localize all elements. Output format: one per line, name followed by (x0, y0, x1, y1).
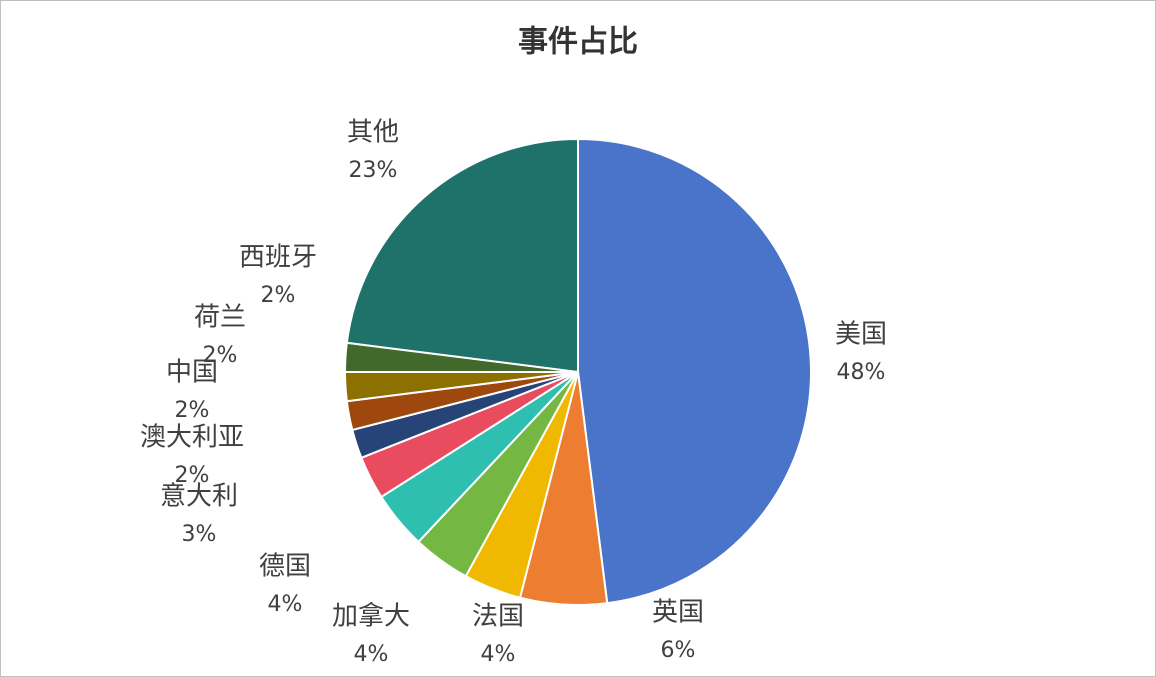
slice-value-label: 6% (661, 638, 696, 663)
slice-label: 中国 (166, 358, 218, 388)
slice-label: 澳大利亚 (140, 423, 244, 453)
chart-title: 事件占比 (518, 25, 638, 60)
slice-label: 英国 (652, 598, 704, 628)
slice-label: 加拿大 (332, 602, 410, 632)
slice-label: 其他 (347, 118, 399, 148)
slice-value-label: 2% (261, 283, 296, 308)
slice-value-label: 3% (182, 522, 217, 547)
slice-value-label: 2% (203, 343, 238, 368)
slice-value-label: 2% (175, 463, 210, 488)
slice-label: 德国 (259, 552, 311, 582)
slice-value-label: 23% (349, 158, 398, 183)
slice-label: 荷兰 (194, 303, 246, 333)
slice-value-label: 48% (837, 360, 886, 385)
pie-slice (345, 137, 579, 374)
slice-value-label: 4% (268, 592, 303, 617)
slice-label: 美国 (835, 320, 887, 350)
pie-slice (577, 137, 812, 605)
slice-value-label: 2% (175, 398, 210, 423)
slice-label: 法国 (472, 602, 524, 632)
slice-value-label: 4% (354, 642, 389, 667)
slice-value-label: 4% (481, 642, 516, 667)
slice-label: 西班牙 (239, 243, 317, 273)
slice-label: 意大利 (160, 482, 238, 512)
